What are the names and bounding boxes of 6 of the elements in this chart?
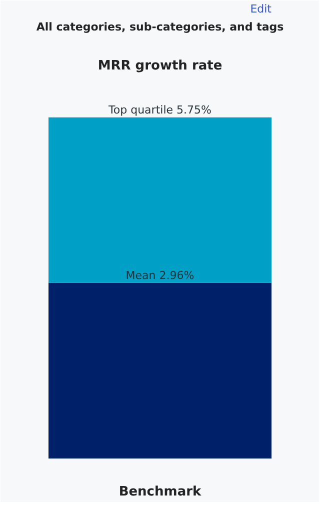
x-axis-title: Benchmark — [118, 484, 202, 500]
chart-subtitle: MRR growth rate — [98, 58, 222, 74]
data-label: Top quartile 5.75% — [108, 103, 212, 116]
chart-title: All categories, sub-categories, and tags — [36, 20, 284, 34]
text: Edit — [250, 2, 272, 16]
data-label: Mean 2.96% — [126, 268, 194, 282]
